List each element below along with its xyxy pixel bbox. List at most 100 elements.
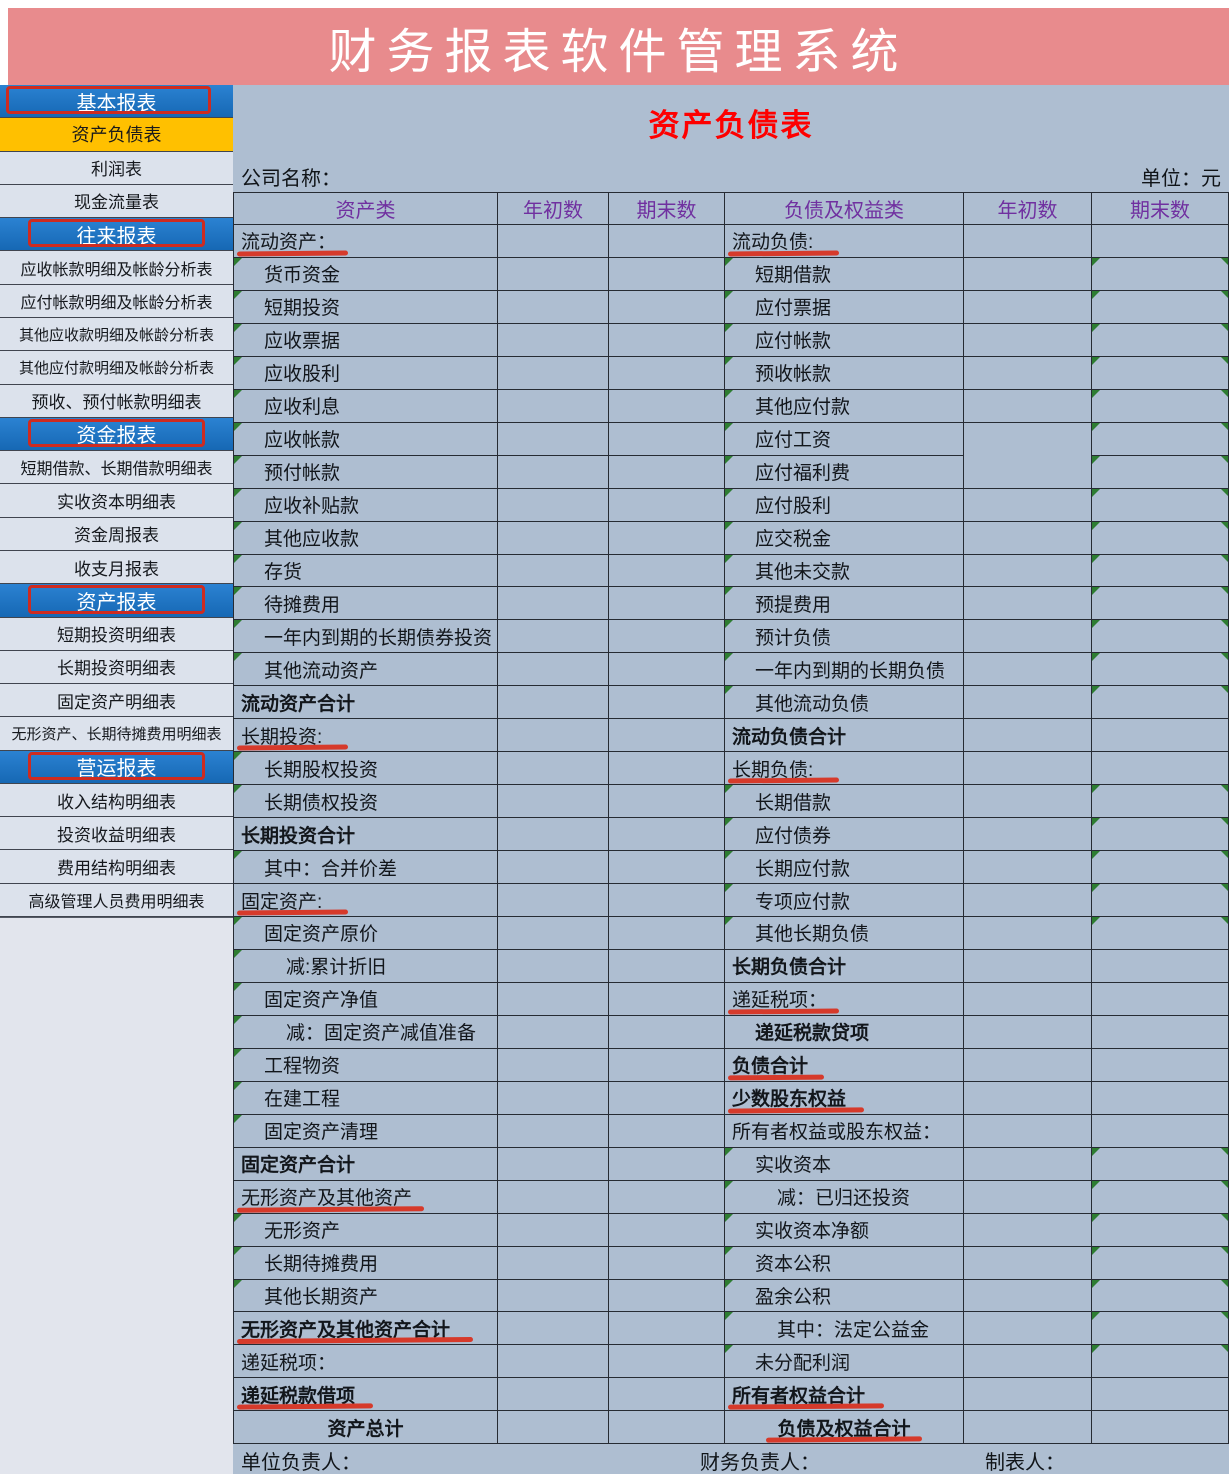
asset-opening-value-cell[interactable] [498, 1345, 609, 1379]
asset-label-cell[interactable]: 应收帐款 [234, 422, 498, 456]
liability-closing-value-cell[interactable] [1092, 1213, 1229, 1247]
asset-label-cell[interactable]: 固定资产合计 [234, 1147, 498, 1181]
liability-closing-value-cell[interactable] [1092, 1048, 1229, 1082]
asset-opening-value-cell[interactable] [498, 1213, 609, 1247]
liability-opening-value-cell[interactable] [964, 257, 1092, 291]
asset-label-cell[interactable]: 长期股权投资 [234, 752, 498, 786]
asset-opening-value-cell[interactable] [498, 818, 609, 852]
liability-opening-value-cell[interactable] [964, 1114, 1092, 1148]
liability-opening-value-cell[interactable] [964, 521, 1092, 555]
liability-opening-value-cell[interactable] [964, 884, 1092, 918]
company-name-cell[interactable]: 公司名称： [241, 167, 341, 190]
liability-opening-value-cell[interactable] [964, 785, 1092, 819]
asset-closing-value-cell[interactable] [609, 257, 725, 291]
liability-closing-value-cell[interactable] [1092, 1180, 1229, 1214]
sidebar-item-report[interactable]: 其他应收款明细及帐龄分析表 [0, 317, 233, 352]
liability-opening-value-cell[interactable] [964, 1015, 1092, 1049]
liability-closing-value-cell[interactable] [1092, 323, 1229, 357]
asset-closing-value-cell[interactable] [609, 225, 725, 258]
liability-opening-value-cell[interactable] [964, 554, 1092, 588]
asset-label-cell[interactable]: 减：固定资产减值准备 [234, 1015, 498, 1049]
column-header[interactable]: 年初数 [498, 193, 609, 225]
asset-closing-value-cell[interactable] [609, 1180, 725, 1214]
liability-opening-value-cell[interactable] [964, 653, 1092, 687]
asset-closing-value-cell[interactable] [609, 653, 725, 687]
asset-closing-value-cell[interactable] [609, 455, 725, 489]
asset-closing-value-cell[interactable] [609, 587, 725, 621]
liability-opening-value-cell[interactable] [964, 1180, 1092, 1214]
asset-label-cell[interactable]: 应收补贴款 [234, 488, 498, 522]
liability-label-cell[interactable]: 少数股东权益 [725, 1081, 964, 1115]
liability-closing-value-cell[interactable] [1092, 620, 1229, 654]
asset-opening-value-cell[interactable] [498, 982, 609, 1016]
liability-opening-value-cell[interactable] [964, 1147, 1092, 1181]
asset-closing-value-cell[interactable] [609, 323, 725, 357]
liability-opening-value-cell[interactable] [964, 1312, 1092, 1346]
liability-label-cell[interactable]: 其他未交款 [725, 554, 964, 588]
asset-label-cell[interactable]: 递延税项： [234, 1345, 498, 1379]
asset-closing-value-cell[interactable] [609, 1147, 725, 1181]
liability-closing-value-cell[interactable] [1092, 949, 1229, 983]
asset-opening-value-cell[interactable] [498, 1246, 609, 1280]
liability-opening-value-cell[interactable] [964, 620, 1092, 654]
asset-opening-value-cell[interactable] [498, 620, 609, 654]
asset-opening-value-cell[interactable] [498, 653, 609, 687]
liability-label-cell[interactable]: 应付福利费 [725, 455, 964, 489]
sidebar-item-report[interactable]: 其他应付款明细及帐龄分析表 [0, 351, 233, 385]
asset-label-cell[interactable]: 长期投资: [234, 719, 498, 753]
asset-opening-value-cell[interactable] [498, 356, 609, 390]
asset-opening-value-cell[interactable] [498, 1180, 609, 1214]
liability-closing-value-cell[interactable] [1092, 1378, 1229, 1412]
asset-opening-value-cell[interactable] [498, 1279, 609, 1313]
asset-opening-value-cell[interactable] [498, 290, 609, 324]
liability-label-cell[interactable]: 未分配利润 [725, 1345, 964, 1379]
liability-closing-value-cell[interactable] [1092, 785, 1229, 819]
liability-label-cell[interactable]: 应付工资 [725, 422, 964, 456]
liability-closing-value-cell[interactable] [1092, 1015, 1229, 1049]
liability-label-cell[interactable]: 减：已归还投资 [725, 1180, 964, 1214]
liability-label-cell[interactable]: 应付票据 [725, 290, 964, 324]
sidebar-item-report[interactable]: 利润表 [0, 151, 233, 185]
liability-opening-value-cell[interactable] [964, 1411, 1092, 1445]
liability-opening-value-cell[interactable] [964, 290, 1092, 324]
column-header[interactable]: 期末数 [1092, 193, 1229, 225]
liability-label-cell[interactable]: 递延税款贷项 [725, 1015, 964, 1049]
sidebar-item-report[interactable]: 短期借款、长期借款明细表 [0, 451, 233, 485]
signature-label[interactable]: 制表人： [985, 1452, 1065, 1474]
asset-label-cell[interactable]: 应收票据 [234, 323, 498, 357]
liability-opening-value-cell[interactable] [964, 1081, 1092, 1115]
asset-label-cell[interactable]: 固定资产原价 [234, 917, 498, 950]
liability-opening-value-cell[interactable] [964, 752, 1092, 786]
liability-closing-value-cell[interactable] [1092, 982, 1229, 1016]
liability-opening-value-cell[interactable] [964, 455, 1092, 489]
asset-closing-value-cell[interactable] [609, 949, 725, 983]
asset-label-cell[interactable]: 减:累计折旧 [234, 949, 498, 983]
asset-opening-value-cell[interactable] [498, 884, 609, 918]
asset-closing-value-cell[interactable] [609, 389, 725, 423]
liability-label-cell[interactable]: 应付股利 [725, 488, 964, 522]
asset-opening-value-cell[interactable] [498, 1048, 609, 1082]
column-header[interactable]: 期末数 [609, 193, 725, 225]
asset-closing-value-cell[interactable] [609, 1015, 725, 1049]
asset-opening-value-cell[interactable] [498, 488, 609, 522]
liability-label-cell[interactable]: 短期借款 [725, 257, 964, 291]
liability-label-cell[interactable]: 所有者权益合计 [725, 1378, 964, 1412]
asset-closing-value-cell[interactable] [609, 620, 725, 654]
asset-label-cell[interactable]: 应收股利 [234, 356, 498, 390]
liability-label-cell[interactable]: 负债及权益合计 [725, 1411, 964, 1445]
asset-opening-value-cell[interactable] [498, 1015, 609, 1049]
liability-label-cell[interactable]: 递延税项： [725, 982, 964, 1016]
liability-label-cell[interactable]: 实收资本 [725, 1147, 964, 1181]
asset-closing-value-cell[interactable] [609, 752, 725, 786]
asset-closing-value-cell[interactable] [609, 356, 725, 390]
asset-label-cell[interactable]: 待摊费用 [234, 587, 498, 621]
asset-closing-value-cell[interactable] [609, 1114, 725, 1148]
asset-opening-value-cell[interactable] [498, 587, 609, 621]
liability-label-cell[interactable]: 专项应付款 [725, 884, 964, 918]
liability-closing-value-cell[interactable] [1092, 851, 1229, 885]
liability-closing-value-cell[interactable] [1092, 1147, 1229, 1181]
column-header[interactable]: 资产类 [234, 193, 498, 225]
liability-label-cell[interactable]: 预计负债 [725, 620, 964, 654]
asset-label-cell[interactable]: 其他流动资产 [234, 653, 498, 687]
liability-closing-value-cell[interactable] [1092, 1411, 1229, 1445]
